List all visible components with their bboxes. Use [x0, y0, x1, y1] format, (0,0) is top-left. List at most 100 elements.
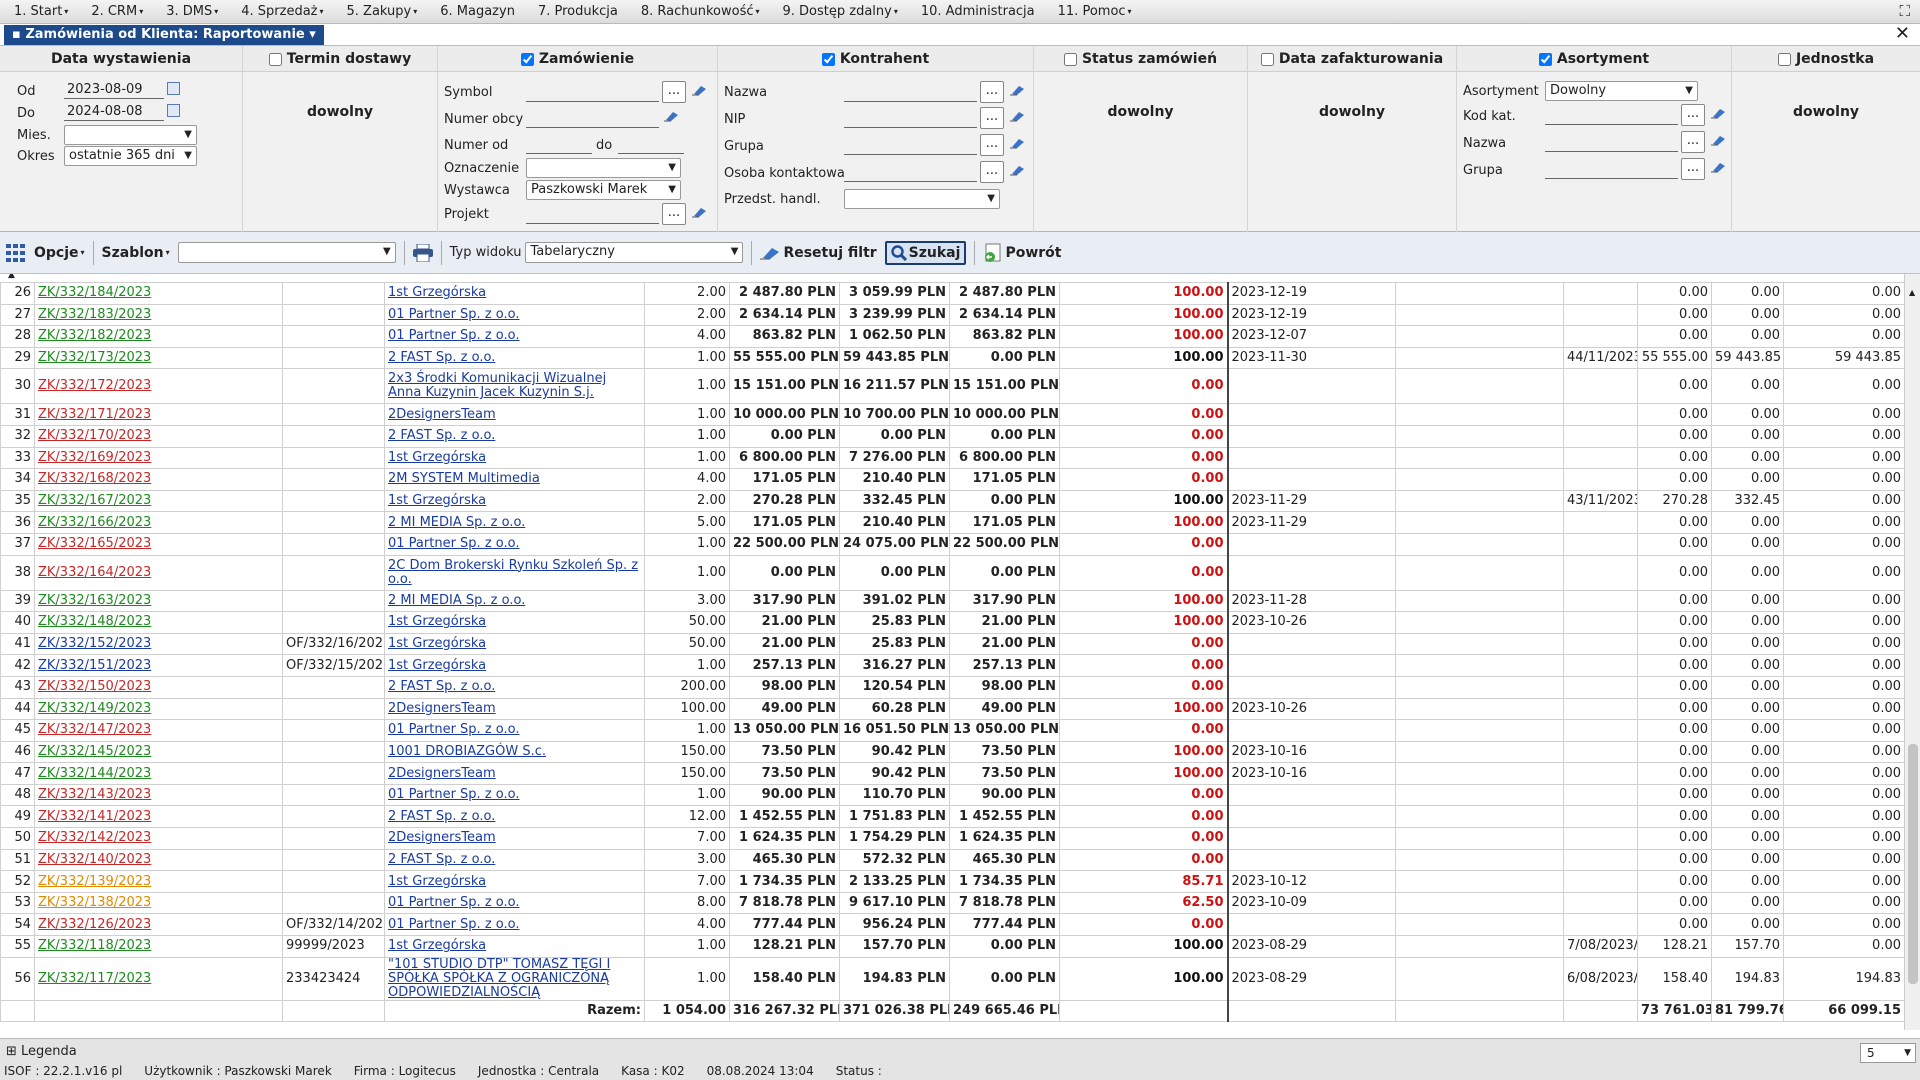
order-link[interactable]: ZK/332/138/2023 — [38, 895, 152, 911]
contractor-link[interactable]: 2 FAST Sp. z o.o. — [388, 350, 496, 366]
eraser-icon[interactable] — [1710, 161, 1726, 173]
contractor-link[interactable]: 01 Partner Sp. z o.o. — [388, 895, 520, 911]
eraser-icon[interactable] — [1009, 164, 1025, 176]
data-zafakt-checkbox[interactable] — [1260, 52, 1274, 66]
order-link[interactable]: ZK/332/151/2023 — [38, 657, 152, 673]
menu-item[interactable]: 7. Produkcja — [524, 4, 627, 19]
contractor-link[interactable]: 2DesignersTeam — [388, 700, 496, 716]
order-link[interactable]: ZK/332/182/2023 — [38, 328, 152, 344]
contractor-link[interactable]: 2 MI MEDIA Sp. z o.o. — [388, 514, 526, 530]
contractor-link[interactable]: 2 FAST Sp. z o.o. — [388, 428, 496, 444]
back-button[interactable]: Powrót — [983, 243, 1061, 263]
eraser-icon[interactable] — [1710, 134, 1726, 146]
contractor-link[interactable]: 2DesignersTeam — [388, 830, 496, 846]
date-from-input[interactable]: 2023-08-09 — [64, 81, 164, 99]
contractor-link[interactable]: 01 Partner Sp. z o.o. — [388, 306, 520, 322]
window-tab[interactable]: ▪ Zamówienia od Klienta: Raportowanie ▾ — [4, 25, 324, 45]
contractor-link[interactable]: 2DesignersTeam — [388, 765, 496, 781]
calendar-icon[interactable] — [167, 82, 180, 95]
kod-kat-picker-button[interactable]: ... — [1681, 104, 1705, 126]
contractor-link[interactable]: 01 Partner Sp. z o.o. — [388, 787, 520, 803]
oznaczenie-select[interactable]: ▼ — [526, 158, 681, 178]
kod-kat-input[interactable] — [1545, 107, 1678, 125]
contractor-link[interactable]: 01 Partner Sp. z o.o. — [388, 328, 520, 344]
menu-item[interactable]: 3. DMS ▾ — [152, 4, 227, 19]
symbol-picker-button[interactable]: ... — [662, 81, 686, 103]
contractor-link[interactable]: 2 FAST Sp. z o.o. — [388, 679, 496, 695]
przedst-select[interactable]: ▼ — [844, 189, 1000, 209]
order-link[interactable]: ZK/332/171/2023 — [38, 406, 152, 422]
order-link[interactable]: ZK/332/117/2023 — [38, 970, 152, 986]
grupa-picker-button[interactable]: ... — [980, 134, 1004, 156]
typ-widoku-select[interactable]: Tabelaryczny ▼ — [525, 242, 744, 263]
contractor-link[interactable]: 1st Grzegórska — [388, 657, 487, 673]
order-link[interactable]: ZK/332/148/2023 — [38, 614, 152, 630]
projekt-picker-button[interactable]: ... — [662, 203, 686, 225]
contractor-link[interactable]: "101 STUDIO DTP" TOMASZ TĘGI I SPÓŁKA SP… — [388, 957, 611, 1000]
osoba-picker-button[interactable]: ... — [980, 161, 1004, 183]
order-link[interactable]: ZK/332/184/2023 — [38, 285, 152, 301]
order-link[interactable]: ZK/332/118/2023 — [38, 938, 152, 954]
menu-item[interactable]: 11. Pomoc ▾ — [1044, 4, 1141, 19]
order-link[interactable]: ZK/332/140/2023 — [38, 851, 152, 867]
order-link[interactable]: ZK/332/163/2023 — [38, 592, 152, 608]
menu-item[interactable]: 10. Administracja — [907, 4, 1044, 19]
order-link[interactable]: ZK/332/172/2023 — [38, 378, 152, 394]
fullscreen-icon[interactable]: ⛶ — [1899, 2, 1910, 20]
vertical-scrollbar[interactable]: ▲ — [1904, 274, 1920, 1030]
order-link[interactable]: ZK/332/143/2023 — [38, 787, 152, 803]
order-link[interactable]: ZK/332/139/2023 — [38, 873, 152, 889]
contractor-link[interactable]: 2C Dom Brokerski Rynku Szkoleń Sp. z o.o… — [388, 557, 639, 587]
order-link[interactable]: ZK/332/165/2023 — [38, 536, 152, 552]
page-size-select[interactable]: 5 ▼ — [1860, 1043, 1916, 1063]
order-link[interactable]: ZK/332/144/2023 — [38, 765, 152, 781]
symbol-input[interactable] — [526, 84, 659, 102]
order-link[interactable]: ZK/332/150/2023 — [38, 679, 152, 695]
contractor-link[interactable]: 01 Partner Sp. z o.o. — [388, 722, 520, 738]
search-button[interactable]: Szukaj — [884, 240, 967, 265]
order-link[interactable]: ZK/332/170/2023 — [38, 428, 152, 444]
nazwa-input[interactable] — [844, 84, 977, 102]
szablon-menu[interactable]: Szablon ▾ — [101, 244, 170, 261]
asortyment-select[interactable]: Dowolny ▼ — [1545, 81, 1698, 101]
asort-grupa-input[interactable] — [1545, 161, 1678, 179]
contractor-link[interactable]: 2DesignersTeam — [388, 406, 496, 422]
order-link[interactable]: ZK/332/126/2023 — [38, 916, 152, 932]
contractor-link[interactable]: 2 FAST Sp. z o.o. — [388, 851, 496, 867]
grid-icon[interactable] — [6, 243, 26, 262]
wystawca-select[interactable]: Paszkowski Marek ▼ — [526, 180, 681, 200]
order-link[interactable]: ZK/332/149/2023 — [38, 700, 152, 716]
contractor-link[interactable]: 1st Grzegórska — [388, 873, 487, 889]
nazwa-picker-button[interactable]: ... — [980, 81, 1004, 103]
menu-item[interactable]: 5. Zakupy ▾ — [333, 4, 427, 19]
contractor-link[interactable]: 01 Partner Sp. z o.o. — [388, 916, 520, 932]
menu-item[interactable]: 2. CRM ▾ — [77, 4, 152, 19]
menu-item[interactable]: 6. Magazyn — [426, 4, 524, 19]
order-link[interactable]: ZK/332/152/2023 — [38, 636, 152, 652]
menu-item[interactable]: 9. Dostęp zdalny ▾ — [769, 4, 907, 19]
calendar-icon[interactable] — [167, 104, 180, 117]
contractor-link[interactable]: 1st Grzegórska — [388, 614, 487, 630]
asort-nazwa-picker-button[interactable]: ... — [1681, 131, 1705, 153]
numer-obcy-input[interactable] — [526, 110, 659, 128]
contractor-link[interactable]: 2 MI MEDIA Sp. z o.o. — [388, 592, 526, 608]
nip-picker-button[interactable]: ... — [980, 107, 1004, 129]
month-select[interactable]: ▼ — [64, 125, 197, 145]
opcje-menu[interactable]: Opcje ▾ — [34, 244, 85, 261]
contractor-link[interactable]: 1st Grzegórska — [388, 449, 487, 465]
order-link[interactable]: ZK/332/169/2023 — [38, 449, 152, 465]
menu-item[interactable]: 4. Sprzedaż ▾ — [227, 4, 332, 19]
status-checkbox[interactable] — [1063, 52, 1077, 66]
asort-grupa-picker-button[interactable]: ... — [1681, 158, 1705, 180]
order-link[interactable]: ZK/332/173/2023 — [38, 350, 152, 366]
order-link[interactable]: ZK/332/167/2023 — [38, 493, 152, 509]
asort-nazwa-input[interactable] — [1545, 134, 1678, 152]
numer-do-input[interactable] — [618, 136, 684, 154]
zamowienie-checkbox[interactable] — [520, 52, 534, 66]
grupa-input[interactable] — [844, 137, 977, 155]
contractor-link[interactable]: 2 FAST Sp. z o.o. — [388, 808, 496, 824]
asortyment-checkbox[interactable] — [1538, 52, 1552, 66]
jednostka-checkbox[interactable] — [1777, 52, 1791, 66]
contractor-link[interactable]: 1st Grzegórska — [388, 636, 487, 652]
contractor-link[interactable]: 1001 DROBIAZGÓW S.c. — [388, 743, 546, 759]
